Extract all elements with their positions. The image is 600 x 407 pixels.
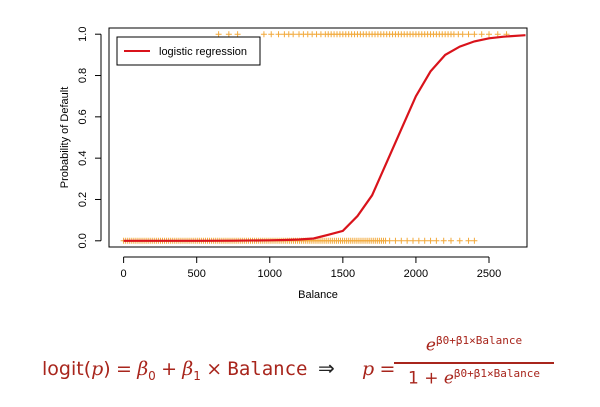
data-point <box>456 237 463 244</box>
data-point <box>494 31 501 38</box>
y-tick-label: 0.4 <box>77 151 89 166</box>
x-tick-label: 2500 <box>477 268 501 280</box>
data-point <box>386 237 393 244</box>
plot-frame <box>108 27 528 248</box>
logistic-regression-chart: 0 500 1000 1500 2000 2500 0.00.20.40.60.81.0 … <box>59 27 528 301</box>
x-tick-label: 500 <box>188 268 206 280</box>
data-point <box>433 237 440 244</box>
data-point <box>465 31 472 38</box>
fraction-denominator: 1 + eβ0+β1×Balance <box>394 367 554 389</box>
beta0-subscript: 0 <box>148 368 156 383</box>
logit-func: logit( <box>42 358 92 380</box>
probability-equation: p = <box>362 358 395 381</box>
data-point <box>421 237 428 244</box>
data-point <box>234 31 241 38</box>
data-point <box>215 31 222 38</box>
data-point <box>478 31 485 38</box>
data-point <box>410 237 416 244</box>
x-axis: 0 500 1000 1500 2000 2500 <box>121 256 501 280</box>
y-tick-label: 0.6 <box>77 109 89 124</box>
den-prefix: 1 + <box>407 368 444 389</box>
logit-equation: logit(p) = β0 + β1 × Balance <box>42 358 307 383</box>
data-point <box>225 31 232 38</box>
data-point <box>415 237 422 244</box>
times-sign: × <box>206 358 223 380</box>
beta1: β <box>182 358 194 380</box>
fraction-bar <box>394 362 554 364</box>
data-point <box>440 237 447 244</box>
data-point <box>471 31 478 38</box>
logit-var: p <box>91 358 104 380</box>
data-point <box>486 31 492 38</box>
x-axis-label: Balance <box>298 289 338 301</box>
rhs-var: p <box>362 358 375 380</box>
data-point <box>404 237 411 244</box>
y-tick-label: 0.2 <box>77 192 89 207</box>
den-base: e <box>443 368 454 389</box>
y-axis: 0.0 0.2 0.4 0.6 0.8 1.0 <box>77 27 102 248</box>
logistic-formula: logit(p) = β0 + β1 × Balance ⇒ p = eβ0+β… <box>0 330 600 400</box>
data-point <box>260 31 267 38</box>
probability-fraction: eβ0+β1×Balance 1 + eβ0+β1×Balance <box>394 334 554 388</box>
y-tick-label: 0.0 <box>77 233 89 248</box>
data-point <box>459 31 466 38</box>
legend: logistic regression <box>116 36 261 66</box>
data-point <box>398 237 405 244</box>
data-point <box>275 31 282 38</box>
data-point <box>392 237 399 244</box>
x-tick-label: 0 <box>121 268 127 280</box>
implies-arrow: ⇒ <box>318 356 335 380</box>
beta1-subscript: 1 <box>193 368 201 383</box>
legend-label: logistic regression <box>159 46 247 58</box>
data-point <box>471 237 478 244</box>
x-tick-label: 1000 <box>258 268 282 280</box>
data-point <box>465 237 472 244</box>
y-tick-label: 1.0 <box>77 27 89 42</box>
equals-sign: = <box>115 358 132 380</box>
data-point <box>290 31 297 38</box>
y-axis-label: Probability of Default <box>59 87 71 189</box>
rhs-equals: = <box>379 358 396 380</box>
data-point <box>268 31 275 38</box>
num-exponent: β0+β1×Balance <box>435 334 523 347</box>
y-tick-label: 0.8 <box>77 68 89 83</box>
beta0: β <box>137 358 149 380</box>
data-point <box>448 237 454 244</box>
data-point <box>427 237 434 244</box>
logistic-regression-curve <box>123 34 526 242</box>
x-tick-label: 1500 <box>331 268 355 280</box>
fraction-numerator: eβ0+β1×Balance <box>394 334 554 360</box>
num-base: e <box>425 335 436 356</box>
plus-sign: + <box>161 358 178 380</box>
logit-close: ) <box>103 358 111 380</box>
x-tick-label: 2000 <box>404 268 428 280</box>
den-exponent: β0+β1×Balance <box>453 366 541 380</box>
balance-term: Balance <box>227 358 308 380</box>
